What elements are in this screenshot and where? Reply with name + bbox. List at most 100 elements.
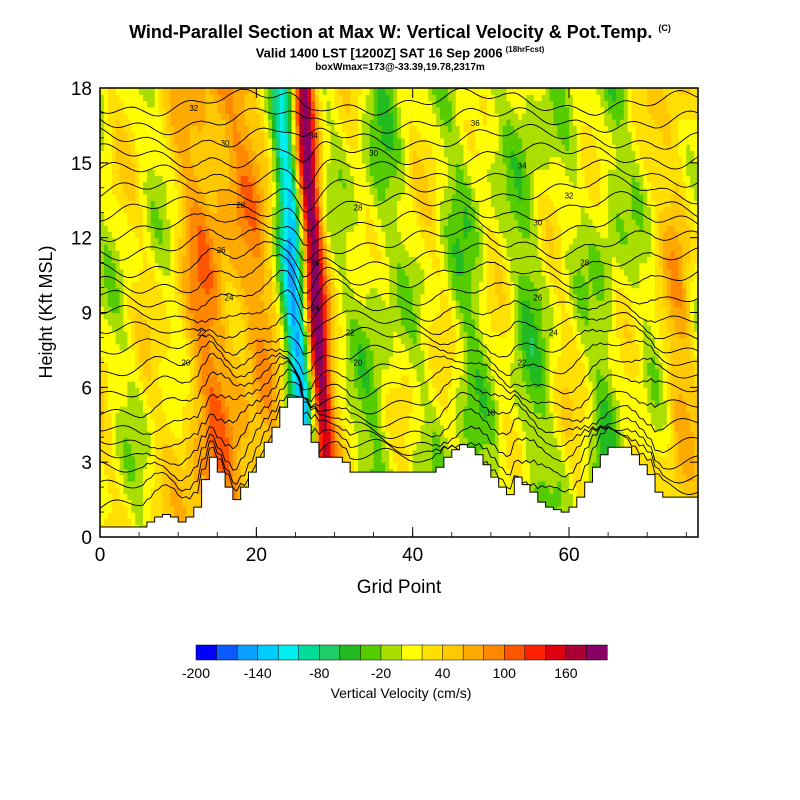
velocity-cell (486, 455, 492, 463)
velocity-cell (592, 455, 597, 463)
velocity-cell (447, 406, 453, 413)
velocity-cell (498, 455, 504, 463)
velocity-cell (174, 480, 179, 488)
velocity-cell (115, 418, 121, 426)
velocity-cell (158, 362, 164, 370)
velocity-cell (307, 337, 312, 345)
velocity-cell (397, 412, 402, 420)
velocity-cell (580, 337, 586, 345)
velocity-cell (416, 393, 422, 401)
velocity-cell (483, 406, 488, 413)
velocity-cell (510, 418, 515, 426)
velocity-cell (361, 368, 367, 376)
velocity-cell (424, 424, 429, 432)
velocity-cell (330, 393, 336, 401)
velocity-cell (377, 368, 383, 376)
velocity-cell (615, 406, 621, 413)
velocity-cell (264, 424, 269, 432)
velocity-cell (393, 430, 398, 438)
velocity-cell (127, 381, 132, 388)
velocity-cell (600, 362, 605, 370)
velocity-cell (682, 406, 687, 413)
velocity-cell (162, 505, 168, 513)
velocity-cell (545, 349, 551, 357)
velocity-cell (111, 393, 117, 401)
velocity-cell (416, 455, 422, 463)
velocity-cell (154, 356, 160, 363)
velocity-cell (182, 512, 187, 519)
velocity-cell (682, 418, 687, 426)
velocity-cell (572, 387, 578, 395)
velocity-cell (549, 443, 554, 451)
velocity-cell (314, 399, 320, 407)
velocity-cell (334, 362, 340, 370)
velocity-cell (322, 437, 328, 445)
velocity-cell (549, 374, 554, 382)
velocity-cell (330, 362, 336, 370)
velocity-cell (158, 343, 164, 351)
velocity-cell (123, 499, 128, 507)
velocity-cell (256, 349, 261, 357)
velocity-cell (185, 337, 191, 345)
velocity-cell (361, 399, 367, 407)
velocity-cell (100, 337, 105, 345)
velocity-cell (142, 424, 148, 432)
velocity-cell (185, 462, 191, 470)
velocity-cell (338, 381, 343, 388)
velocity-cell (522, 430, 527, 438)
velocity-cell (103, 393, 109, 401)
velocity-cell (264, 381, 269, 388)
velocity-cell (522, 374, 527, 382)
velocity-cell (404, 449, 410, 457)
velocity-cell (185, 424, 191, 432)
velocity-cell (412, 455, 418, 463)
velocity-cell (197, 337, 203, 345)
velocity-cell (682, 480, 687, 488)
velocity-cell (150, 505, 156, 513)
velocity-cell (459, 406, 465, 413)
velocity-cell (526, 374, 531, 382)
velocity-cell (666, 399, 672, 407)
velocity-cell (506, 337, 511, 345)
velocity-cell (381, 424, 386, 432)
velocity-cell (209, 337, 214, 345)
velocity-cell (569, 412, 574, 420)
velocity-cell (412, 418, 418, 426)
velocity-cell (236, 424, 242, 432)
velocity-cell (416, 381, 422, 388)
velocity-cell (475, 430, 480, 438)
velocity-cell (244, 387, 250, 395)
velocity-cell (193, 480, 199, 488)
velocity-cell (174, 356, 179, 363)
velocity-cell (178, 505, 183, 513)
velocity-cell (232, 368, 238, 376)
velocity-cell (576, 487, 582, 494)
velocity-cell (408, 362, 414, 370)
velocity-cell (510, 468, 515, 476)
velocity-cell (615, 437, 621, 445)
velocity-cell (103, 430, 109, 438)
velocity-cell (494, 412, 500, 420)
velocity-cell (440, 437, 445, 445)
velocity-cell (197, 443, 203, 451)
velocity-cell (569, 443, 574, 451)
velocity-cell (389, 331, 394, 339)
velocity-cell (182, 424, 187, 432)
velocity-cell (514, 387, 519, 395)
velocity-cell (107, 418, 113, 426)
velocity-cell (240, 337, 246, 345)
velocity-cell (686, 337, 691, 345)
velocity-cell (537, 387, 543, 395)
velocity-cell (217, 343, 222, 351)
velocity-cell (142, 468, 148, 476)
velocity-cell (123, 368, 128, 376)
velocity-cell (307, 349, 312, 357)
velocity-cell (619, 387, 625, 395)
velocity-cell (166, 331, 171, 339)
velocity-cell (115, 399, 121, 407)
velocity-cell (354, 381, 359, 388)
velocity-cell (240, 462, 246, 470)
velocity-cell (311, 374, 316, 382)
velocity-cell (135, 393, 140, 401)
velocity-cell (209, 356, 214, 363)
